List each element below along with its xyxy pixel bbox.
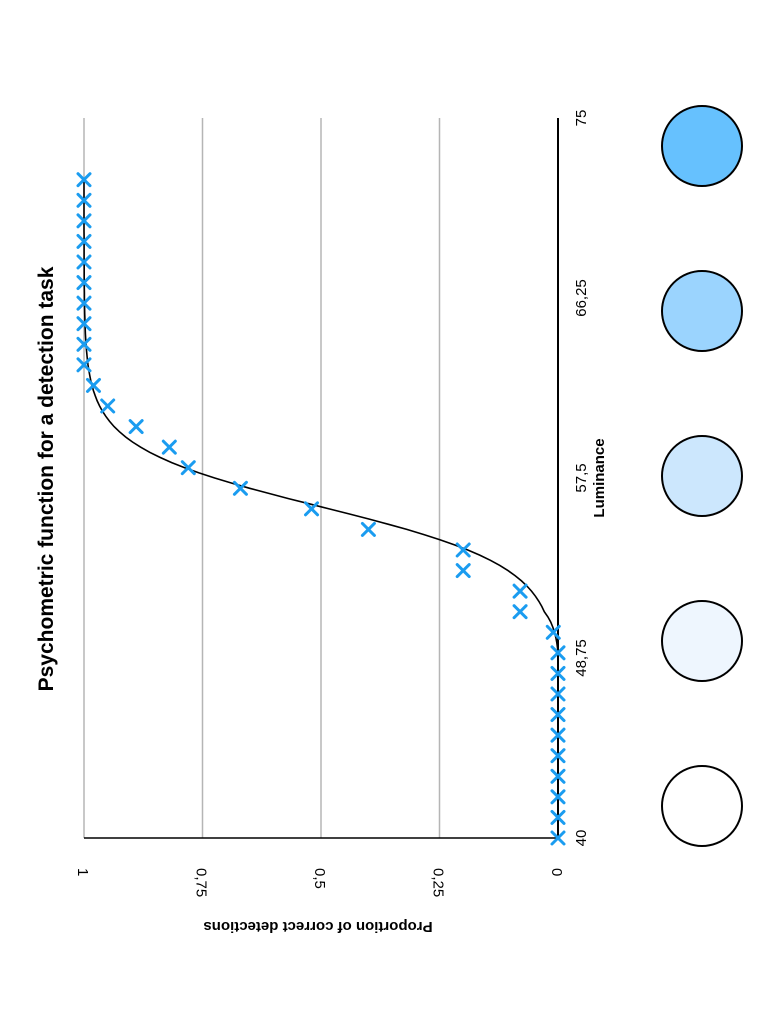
y-tick-label: 1 <box>74 868 91 876</box>
chart-title: Psychometric function for a detection ta… <box>35 266 58 691</box>
data-point-marker <box>512 604 528 620</box>
data-point-marker <box>76 336 92 352</box>
tick-labels: 40 48,75 57,5 66,25 75 0 0,25 0,5 0,75 1 <box>74 110 590 898</box>
data-point-marker <box>232 480 248 496</box>
data-point-marker <box>76 254 92 270</box>
data-point-marker <box>550 645 566 661</box>
data-point-marker <box>180 460 196 476</box>
data-point-marker <box>76 233 92 249</box>
data-point-marker <box>550 809 566 825</box>
data-point-marker <box>76 192 92 208</box>
data-point-marker <box>100 398 116 414</box>
data-point-marker <box>85 377 101 393</box>
data-point-marker <box>550 727 566 743</box>
luminance-swatches <box>661 105 743 847</box>
x-tick-label: 75 <box>573 110 590 127</box>
data-point-marker <box>360 521 376 537</box>
data-point-marker <box>550 686 566 702</box>
data-point-marker <box>76 275 92 291</box>
data-point-marker <box>550 665 566 681</box>
y-tick-label: 0 <box>548 868 565 876</box>
x-axis-label: Luminance <box>591 438 608 517</box>
luminance-swatch <box>661 270 743 352</box>
data-point-marker <box>550 768 566 784</box>
y-tick-label: 0,5 <box>311 868 328 889</box>
luminance-swatch <box>661 105 743 187</box>
data-point-marker <box>76 316 92 332</box>
data-point-marker <box>161 439 177 455</box>
data-point-marker <box>545 624 561 640</box>
data-point-marker <box>512 583 528 599</box>
data-point-marker <box>550 789 566 805</box>
data-markers <box>76 172 566 846</box>
luminance-swatch <box>661 435 743 517</box>
data-point-marker <box>550 830 566 846</box>
gridlines <box>83 118 441 838</box>
data-point-marker <box>76 213 92 229</box>
data-point-marker <box>550 748 566 764</box>
data-point-marker <box>455 542 471 558</box>
luminance-swatch <box>661 600 743 682</box>
luminance-swatch <box>661 765 743 847</box>
data-point-marker <box>76 295 92 311</box>
x-tick-label: 48,75 <box>573 639 590 677</box>
data-point-marker <box>76 357 92 373</box>
x-tick-label: 66,25 <box>573 279 590 317</box>
data-point-marker <box>304 501 320 517</box>
x-tick-label: 57,5 <box>573 463 590 492</box>
data-point-marker <box>76 172 92 188</box>
y-tick-label: 0,25 <box>430 868 447 897</box>
x-tick-label: 40 <box>573 830 590 847</box>
data-point-marker <box>550 707 566 723</box>
y-axis-label: Proportion of correct detections <box>203 918 432 935</box>
y-tick-label: 0,75 <box>193 868 210 897</box>
fitted-curve <box>83 179 559 838</box>
data-point-marker <box>455 563 471 579</box>
data-point-marker <box>128 419 144 435</box>
